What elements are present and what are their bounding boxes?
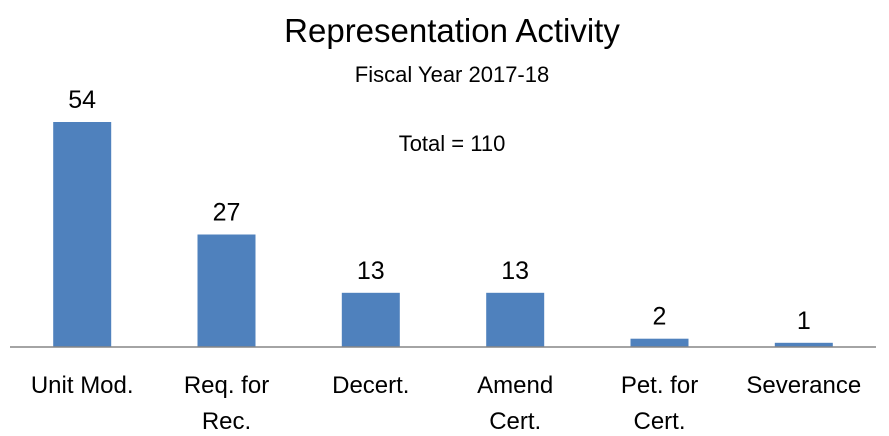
data-label-5: 2 — [653, 303, 667, 331]
category-label-6: Severance — [746, 372, 861, 399]
category-label-4: Amend Cert. — [477, 372, 553, 435]
bar-5 — [630, 338, 689, 347]
data-labels-layer: 54 27 13 13 2 1 — [68, 86, 810, 335]
data-label-4: 13 — [501, 257, 529, 285]
bar-2 — [197, 234, 256, 347]
bars-layer — [53, 122, 833, 347]
total-annotation: Total = 110 — [399, 131, 506, 156]
chart-subtitle: Fiscal Year 2017-18 — [355, 62, 549, 87]
bar-6 — [774, 342, 833, 347]
data-label-6: 1 — [797, 307, 811, 335]
category-label-2: Req. for Rec. — [184, 372, 269, 435]
chart-title: Representation Activity — [284, 12, 620, 49]
category-label-5: Pet. for Cert. — [621, 372, 698, 435]
category-labels-layer: Unit Mod. Req. for Rec. Decert. Amend Cert. Pe… — [31, 372, 861, 435]
data-label-1: 54 — [68, 86, 96, 114]
bar-3 — [341, 292, 400, 347]
bar-1 — [53, 122, 112, 347]
data-label-2: 27 — [213, 199, 241, 227]
category-label-3: Decert. — [332, 372, 409, 399]
bar-4 — [486, 292, 545, 347]
data-label-3: 13 — [357, 257, 385, 285]
category-label-1: Unit Mod. — [31, 372, 134, 399]
